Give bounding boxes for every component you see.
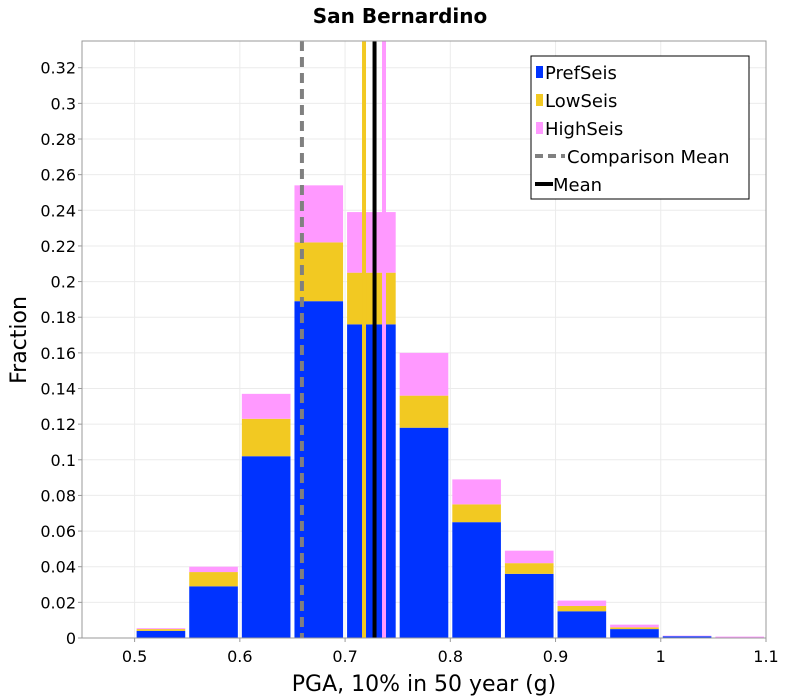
legend-label: Mean <box>553 175 602 196</box>
bar-lowseis <box>347 272 396 325</box>
bar-highseis <box>452 479 501 505</box>
bar-prefseis <box>452 522 501 638</box>
y-tick-label: 0.2 <box>51 273 76 292</box>
y-tick-label: 0.28 <box>40 130 76 149</box>
bar-highseis <box>241 393 291 419</box>
y-axis-label: Fraction <box>7 296 32 384</box>
bar-prefseis <box>557 611 607 638</box>
legend-label: Comparison Mean <box>567 147 730 168</box>
bar-prefseis <box>504 573 554 638</box>
bar-highseis <box>347 212 396 273</box>
bar-prefseis <box>294 301 344 638</box>
x-axis-ticks: 0.5 0.6 0.7 0.8 0.9 1 1.1 <box>122 638 779 666</box>
legend-box <box>530 55 750 200</box>
x-axis-label: PGA, 10% in 50 year (g) <box>292 672 556 697</box>
y-tick-label: 0.14 <box>40 380 76 399</box>
bar-lowseis <box>136 629 186 631</box>
bar-prefseis <box>610 629 659 638</box>
bars <box>136 185 764 638</box>
bar-prefseis <box>189 586 238 638</box>
y-tick-label: 0.26 <box>40 166 76 185</box>
y-tick-label: 0.02 <box>40 593 76 612</box>
mean-lines <box>299 41 387 638</box>
bar-lowseis <box>610 627 659 630</box>
x-tick-label: 0.9 <box>543 647 568 666</box>
legend-label: PrefSeis <box>545 63 617 84</box>
bar-highseis <box>504 550 554 564</box>
legend-label: LowSeis <box>545 91 617 112</box>
y-tick-label: 0.16 <box>40 344 76 363</box>
y-tick-label: 0.32 <box>40 59 76 78</box>
y-tick-label: 0.1 <box>51 451 76 470</box>
bar-highseis <box>136 628 186 630</box>
bar-prefseis <box>347 324 396 638</box>
bar-highseis <box>715 636 764 638</box>
bar-highseis <box>662 635 712 637</box>
y-tick-label: 0.3 <box>51 94 76 113</box>
bar-prefseis <box>136 630 186 638</box>
legend: PrefSeis LowSeis HighSeis Comparison Mean Me… <box>530 55 750 200</box>
bar-prefseis <box>662 636 712 638</box>
x-tick-label: 0.7 <box>332 647 357 666</box>
bar-lowseis <box>189 572 238 587</box>
plot-frame <box>81 40 767 639</box>
bar-prefseis <box>241 456 291 638</box>
bar-highseis <box>189 566 238 573</box>
y-axis-ticks: 0 0.02 0.04 0.06 0.08 0.1 0.12 0.14 0.16 0.18 0.2 0… <box>40 59 82 648</box>
y-tick-label: 0.18 <box>40 308 76 327</box>
x-tick-label: 1.1 <box>753 647 778 666</box>
bar-lowseis <box>452 504 501 523</box>
y-tick-label: 0.24 <box>40 201 76 220</box>
bar-highseis <box>557 600 607 606</box>
y-tick-label: 0.06 <box>40 522 76 541</box>
y-tick-label: 0.08 <box>40 486 76 505</box>
legend-swatch <box>536 94 543 106</box>
bar-prefseis <box>399 427 449 638</box>
legend-swatch <box>536 66 543 78</box>
bar-lowseis <box>557 605 607 612</box>
bar-highseis <box>610 624 659 628</box>
bar-highseis <box>399 352 449 396</box>
y-tick-label: 0.22 <box>40 237 76 256</box>
legend-label: HighSeis <box>545 119 623 140</box>
bar-lowseis <box>241 418 291 457</box>
bar-lowseis <box>504 563 554 574</box>
x-tick-label: 0.6 <box>227 647 252 666</box>
chart-title: San Bernardino <box>313 4 488 28</box>
x-tick-label: 1 <box>656 647 666 666</box>
legend-swatch <box>536 122 543 134</box>
bar-lowseis <box>399 395 449 428</box>
x-tick-label: 0.8 <box>438 647 463 666</box>
x-tick-label: 0.5 <box>122 647 147 666</box>
y-tick-label: 0.12 <box>40 415 76 434</box>
y-tick-label: 0 <box>66 629 76 648</box>
y-tick-label: 0.04 <box>40 558 76 577</box>
